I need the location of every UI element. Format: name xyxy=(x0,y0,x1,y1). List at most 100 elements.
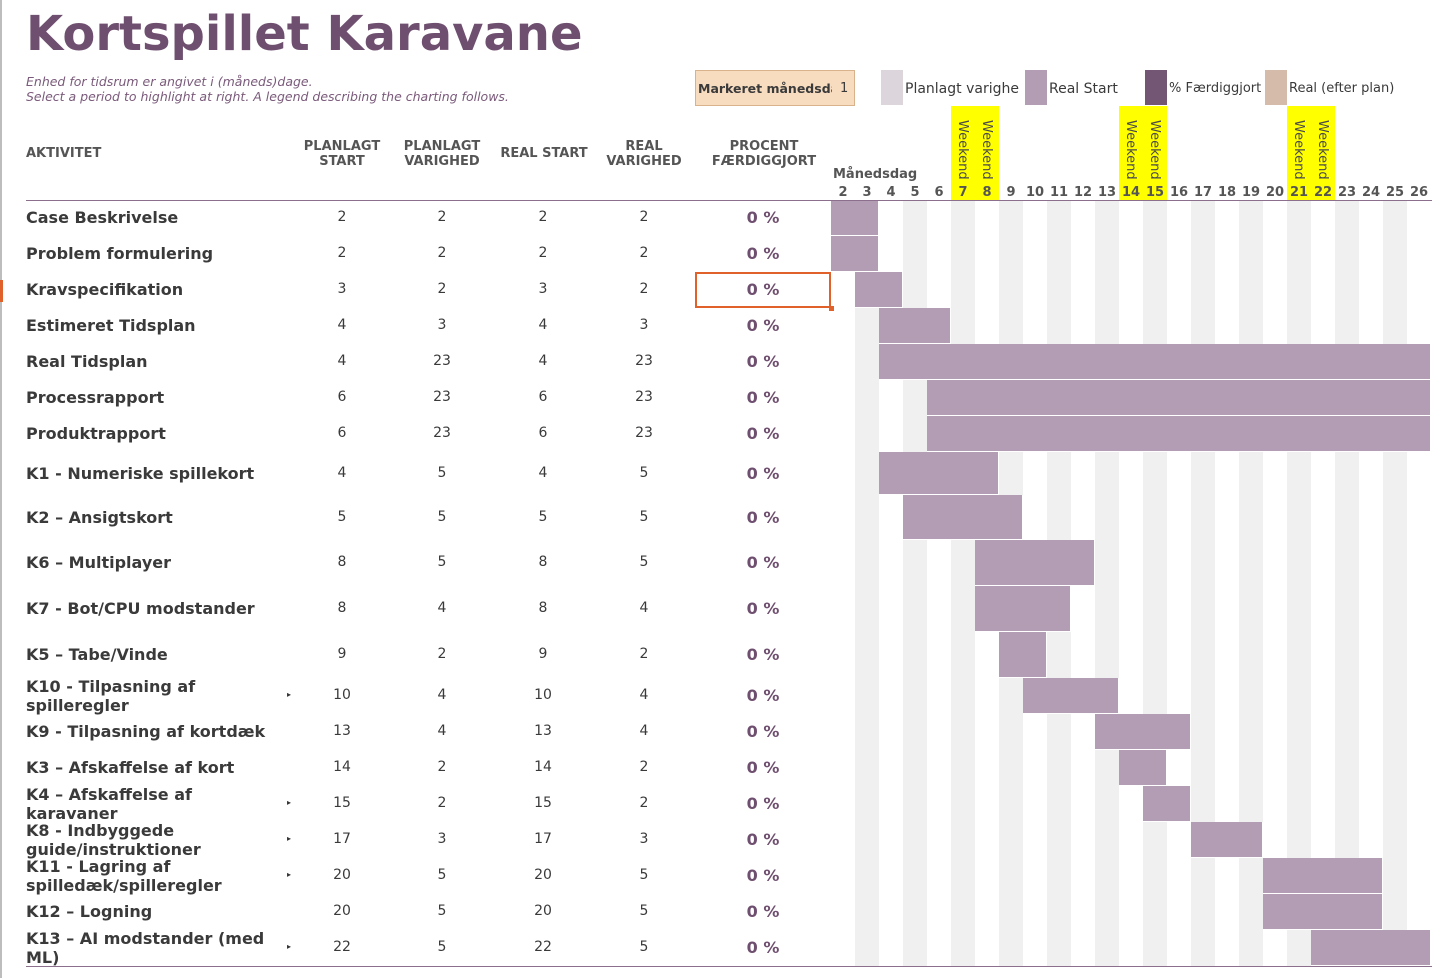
real-start-cell[interactable]: 8 xyxy=(538,600,548,616)
plan-duration-cell[interactable]: 23 xyxy=(433,353,451,369)
real-duration-cell[interactable]: 5 xyxy=(639,867,649,883)
selected-cell[interactable] xyxy=(695,272,831,308)
plan-duration-cell[interactable]: 3 xyxy=(437,831,447,847)
real-start-cell[interactable]: 14 xyxy=(534,759,552,775)
activity-name[interactable]: K8 - Indbyggede guide/instruktioner xyxy=(26,821,201,859)
percent-complete-cell[interactable]: 0 % xyxy=(746,938,780,957)
real-start-cell[interactable]: 17 xyxy=(534,831,552,847)
real-duration-cell[interactable]: 4 xyxy=(639,687,649,703)
activity-name[interactable]: Case Beskrivelse xyxy=(26,208,179,227)
real-duration-cell[interactable]: 2 xyxy=(639,759,649,775)
real-duration-cell[interactable]: 23 xyxy=(635,389,653,405)
percent-complete-cell[interactable]: 0 % xyxy=(746,388,780,407)
real-duration-cell[interactable]: 2 xyxy=(639,209,649,225)
plan-duration-cell[interactable]: 3 xyxy=(437,317,447,333)
real-duration-cell[interactable]: 2 xyxy=(639,795,649,811)
fill-handle[interactable] xyxy=(829,306,834,311)
activity-name[interactable]: Real Tidsplan xyxy=(26,352,148,371)
real-start-cell[interactable]: 4 xyxy=(538,353,548,369)
plan-duration-cell[interactable]: 2 xyxy=(437,209,447,225)
real-start-cell[interactable]: 5 xyxy=(538,508,548,525)
activity-name[interactable]: Processrapport xyxy=(26,388,165,407)
plan-start-cell[interactable]: 5 xyxy=(337,508,347,525)
real-start-cell[interactable]: 10 xyxy=(534,687,552,703)
plan-start-cell[interactable]: 20 xyxy=(333,867,351,883)
percent-complete-cell[interactable]: 0 % xyxy=(746,722,780,741)
plan-start-cell[interactable]: 2 xyxy=(337,245,347,261)
percent-complete-cell[interactable]: 0 % xyxy=(746,463,780,483)
real-duration-cell[interactable]: 5 xyxy=(639,903,649,919)
plan-duration-cell[interactable]: 2 xyxy=(437,245,447,261)
real-duration-cell[interactable]: 5 xyxy=(639,554,649,570)
highlight-period-box[interactable]: Markeret månedsdag 1 xyxy=(695,70,855,106)
real-duration-cell[interactable]: 5 xyxy=(639,508,649,525)
plan-duration-cell[interactable]: 5 xyxy=(437,464,447,481)
real-start-cell[interactable]: 3 xyxy=(538,281,548,297)
plan-start-cell[interactable]: 8 xyxy=(337,554,347,570)
percent-complete-cell[interactable]: 0 % xyxy=(746,424,780,443)
percent-complete-cell[interactable]: 0 % xyxy=(746,902,780,921)
real-start-cell[interactable]: 13 xyxy=(534,723,552,739)
real-duration-cell[interactable]: 2 xyxy=(639,245,649,261)
real-duration-cell[interactable]: 3 xyxy=(639,831,649,847)
real-duration-cell[interactable]: 23 xyxy=(635,425,653,441)
plan-start-cell[interactable]: 15 xyxy=(333,795,351,811)
real-start-cell[interactable]: 20 xyxy=(534,903,552,919)
plan-duration-cell[interactable]: 23 xyxy=(433,425,451,441)
percent-complete-cell[interactable]: 0 % xyxy=(746,208,780,227)
activity-name[interactable]: K6 – Multiplayer xyxy=(26,553,172,572)
percent-complete-cell[interactable]: 0 % xyxy=(746,553,780,572)
plan-duration-cell[interactable]: 4 xyxy=(437,600,447,616)
plan-start-cell[interactable]: 4 xyxy=(337,317,347,333)
percent-complete-cell[interactable]: 0 % xyxy=(746,599,780,618)
percent-complete-cell[interactable]: 0 % xyxy=(746,352,780,371)
activity-name[interactable]: K11 - Lagring af spilledæk/spilleregler xyxy=(26,857,222,895)
percent-complete-cell[interactable]: 0 % xyxy=(746,866,780,885)
activity-name[interactable]: Problem formulering xyxy=(26,244,214,263)
activity-name[interactable]: K12 – Logning xyxy=(26,902,153,921)
activity-name[interactable]: K2 – Ansigtskort xyxy=(26,507,173,527)
plan-duration-cell[interactable]: 2 xyxy=(437,795,447,811)
plan-start-cell[interactable]: 6 xyxy=(337,425,347,441)
plan-start-cell[interactable]: 9 xyxy=(337,646,347,662)
activity-name[interactable]: K4 – Afskaffelse af karavaner xyxy=(26,785,192,823)
percent-complete-cell[interactable]: 0 % xyxy=(746,794,780,813)
percent-complete-cell[interactable]: 0 % xyxy=(746,244,780,263)
real-start-cell[interactable]: 2 xyxy=(538,209,548,225)
plan-duration-cell[interactable]: 4 xyxy=(437,687,447,703)
real-duration-cell[interactable]: 5 xyxy=(639,464,649,481)
real-start-cell[interactable]: 20 xyxy=(534,867,552,883)
activity-name[interactable]: K13 – AI modstander (med ML) xyxy=(26,929,265,967)
plan-duration-cell[interactable]: 5 xyxy=(437,903,447,919)
percent-complete-cell[interactable]: 0 % xyxy=(746,507,780,527)
plan-duration-cell[interactable]: 5 xyxy=(437,554,447,570)
activity-name[interactable]: K7 - Bot/CPU modstander xyxy=(26,599,255,618)
real-start-cell[interactable]: 9 xyxy=(538,646,548,662)
plan-duration-cell[interactable]: 4 xyxy=(437,723,447,739)
real-start-cell[interactable]: 22 xyxy=(534,939,552,955)
real-duration-cell[interactable]: 2 xyxy=(639,646,649,662)
real-duration-cell[interactable]: 23 xyxy=(635,353,653,369)
plan-duration-cell[interactable]: 2 xyxy=(437,759,447,775)
real-start-cell[interactable]: 2 xyxy=(538,245,548,261)
plan-duration-cell[interactable]: 23 xyxy=(433,389,451,405)
real-start-cell[interactable]: 15 xyxy=(534,795,552,811)
activity-name[interactable]: K1 - Numeriske spillekort xyxy=(26,463,255,483)
activity-name[interactable]: Produktrapport xyxy=(26,424,166,443)
plan-start-cell[interactable]: 4 xyxy=(337,353,347,369)
real-start-cell[interactable]: 6 xyxy=(538,389,548,405)
plan-start-cell[interactable]: 10 xyxy=(333,687,351,703)
activity-name[interactable]: K10 - Tilpasning af spilleregler xyxy=(26,677,196,715)
real-duration-cell[interactable]: 4 xyxy=(639,723,649,739)
plan-duration-cell[interactable]: 5 xyxy=(437,939,447,955)
percent-complete-cell[interactable]: 0 % xyxy=(746,758,780,777)
percent-complete-cell[interactable]: 0 % xyxy=(746,316,780,335)
real-duration-cell[interactable]: 5 xyxy=(639,939,649,955)
real-start-cell[interactable]: 4 xyxy=(538,317,548,333)
plan-duration-cell[interactable]: 5 xyxy=(437,508,447,525)
plan-start-cell[interactable]: 4 xyxy=(337,464,347,481)
activity-name[interactable]: K9 - Tilpasning af kortdæk xyxy=(26,722,266,741)
percent-complete-cell[interactable]: 0 % xyxy=(746,830,780,849)
activity-name[interactable]: Estimeret Tidsplan xyxy=(26,316,196,335)
real-start-cell[interactable]: 6 xyxy=(538,425,548,441)
